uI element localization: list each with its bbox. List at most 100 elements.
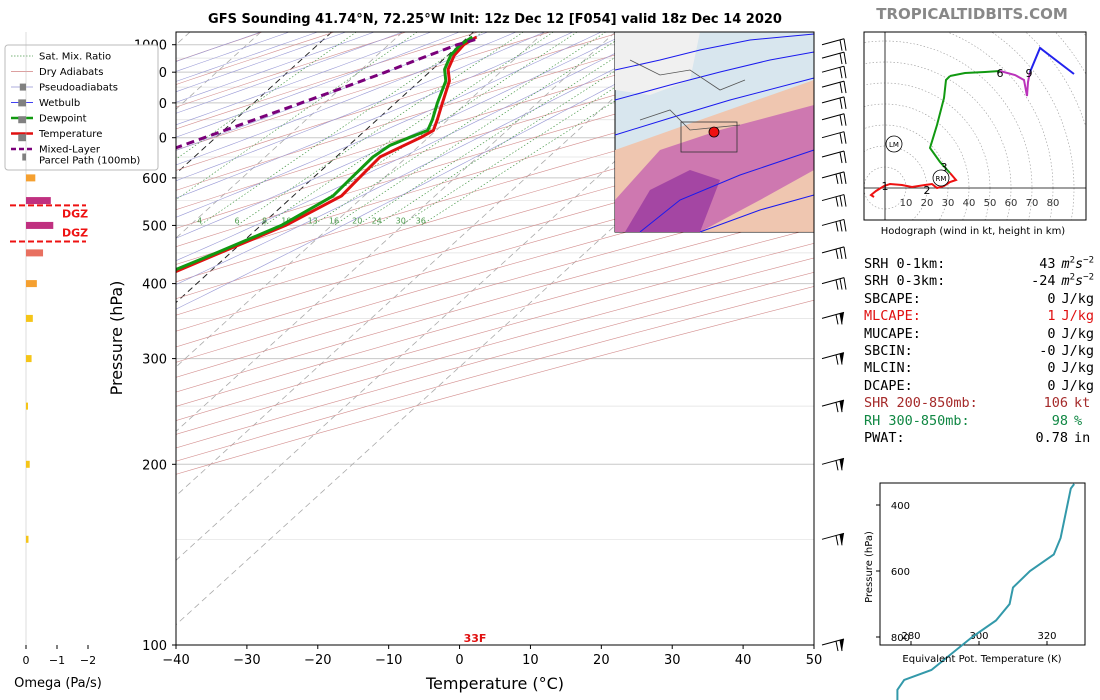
barb-feather [835,641,839,652]
omega-bar [18,116,26,124]
barb-feather [839,114,843,126]
barb-feather [835,248,839,259]
stat-row-srh03: SRH 0-3km: -24 m2s−2 [864,273,1094,290]
hodo-tick-label: 60 [1005,198,1018,209]
barb-staff [821,218,845,226]
barb-feather [843,38,847,51]
hodo-trace-9km-plus [1029,46,1075,75]
mixing-ratio-line [420,32,725,226]
omega-bar [19,83,26,91]
mixing-ratio-label: 4 [197,216,202,225]
mixing-ratio-label: 16 [329,216,339,225]
isotherm [176,32,545,368]
hodo-tick-label: 20 [921,198,934,209]
dewpoint-line [176,35,474,272]
te-y-tick-label: 800 [891,633,910,644]
skewt-y-label: Pressure (hPa) [107,281,126,396]
mixing-ratio-label: 13 [308,216,318,225]
wind-barb [821,218,847,232]
barb-feather [839,640,843,652]
stat-label: SHR 200-850mb: [864,395,978,412]
mixing-ratio-label: 36 [416,216,426,225]
stat-value: 0 [1047,377,1056,394]
wind-barb [821,311,845,325]
sounding-stats: SRH 0-1km: 43 m2s−2 SRH 0-3km: -24 m2s−2… [864,256,1094,447]
mixing-ratio-line [236,32,524,226]
mixing-ratio-label: 8 [262,216,267,225]
hodo-trace-1-3km [928,75,951,174]
y-tick-label: 100 [142,639,167,654]
wind-barb [821,65,847,79]
stat-row: SHR 200-850mb: 106 kt [864,395,1094,412]
pseudoadiabat [176,32,403,114]
barb-feather [843,277,847,290]
stat-label: SBCIN: [864,343,913,360]
stat-row: SBCIN: -0 J/kg [864,343,1094,360]
mixing-ratio-line [264,32,554,226]
barb-feather [835,354,839,365]
dgz-label-bottom: DGZ [62,207,88,220]
barb-staff [821,51,845,59]
dry-adiabat [176,286,814,462]
stat-label: MLCAPE: [864,308,921,325]
x-tick-label: 30 [664,653,681,668]
stat-value: 43 [1039,256,1056,272]
stat-label: MUCAPE: [864,325,921,342]
dry-adiabat [176,113,814,299]
wind-barb [821,457,845,471]
barb-feather [843,131,847,144]
dry-adiabat [176,32,694,191]
hodo-tick-label: 10 [900,198,913,209]
barb-staff [821,80,845,88]
isotherm-minus20 [176,32,333,175]
temperature-line [176,35,478,274]
storm-motion-label: RM [936,175,947,183]
legend-label: Pseudoadiabats [39,83,118,94]
omega-bar [26,460,30,468]
hodo-height-label: 1 [882,180,889,193]
hodograph-panel: 10 20 30 40 50 60 70 80 1 23 6 9 LM RM Hodograph (w… [863,31,1087,237]
dry-adiabat [176,32,335,85]
barb-feather [839,195,843,207]
wind-barb [821,399,845,413]
hodo-height-label: 3 [941,161,948,174]
omega-bar [26,249,44,257]
omega-bar [26,314,33,322]
theta-e-line [896,483,1075,700]
theta-e-x-label: Equivalent Pot. Temperature (K) [902,654,1061,665]
omega-bar [26,174,36,182]
isotherm [176,32,403,239]
pseudoadiabat [176,32,432,126]
barb-feather [839,132,843,144]
stat-value: 0 [1047,360,1056,377]
omega-bar [26,355,32,363]
pseudoadiabat [176,32,517,166]
chart-title: GFS Sounding 41.74°N, 72.25°W Init: 12z … [208,12,782,27]
y-tick-label: 400 [142,278,167,293]
barb-feather [839,353,843,365]
legend-label: Dry Adiabats [39,67,103,78]
barb-feather [843,52,847,65]
stat-row: SBCAPE: 0 J/kg [864,291,1094,308]
te-y-tick-label: 600 [891,567,910,578]
barb-feather [835,173,839,184]
mixing-ratio-label: 24 [372,216,382,225]
omega-bar [26,280,37,288]
omega-tick-label: −2 [80,654,96,667]
legend-label: Temperature [38,129,102,140]
theta-e-panel: 280 300 320 400 600 800 Equivalent Pot. Tempe… [864,482,1086,700]
hodo-height-label: 6 [997,67,1004,80]
barb-pennant [840,458,844,471]
pseudoadiabat [176,32,375,103]
pseudoadiabat [176,32,687,285]
x-tick-label: 50 [806,653,823,668]
barb-feather [839,67,843,79]
te-x-tick-label: 280 [901,631,920,642]
pseudoadiabat [176,32,573,199]
hodo-tick-label: 80 [1047,198,1060,209]
te-x-tick-label: 320 [1037,631,1056,642]
stat-unit: kt [1074,395,1091,412]
barb-feather [843,66,847,79]
